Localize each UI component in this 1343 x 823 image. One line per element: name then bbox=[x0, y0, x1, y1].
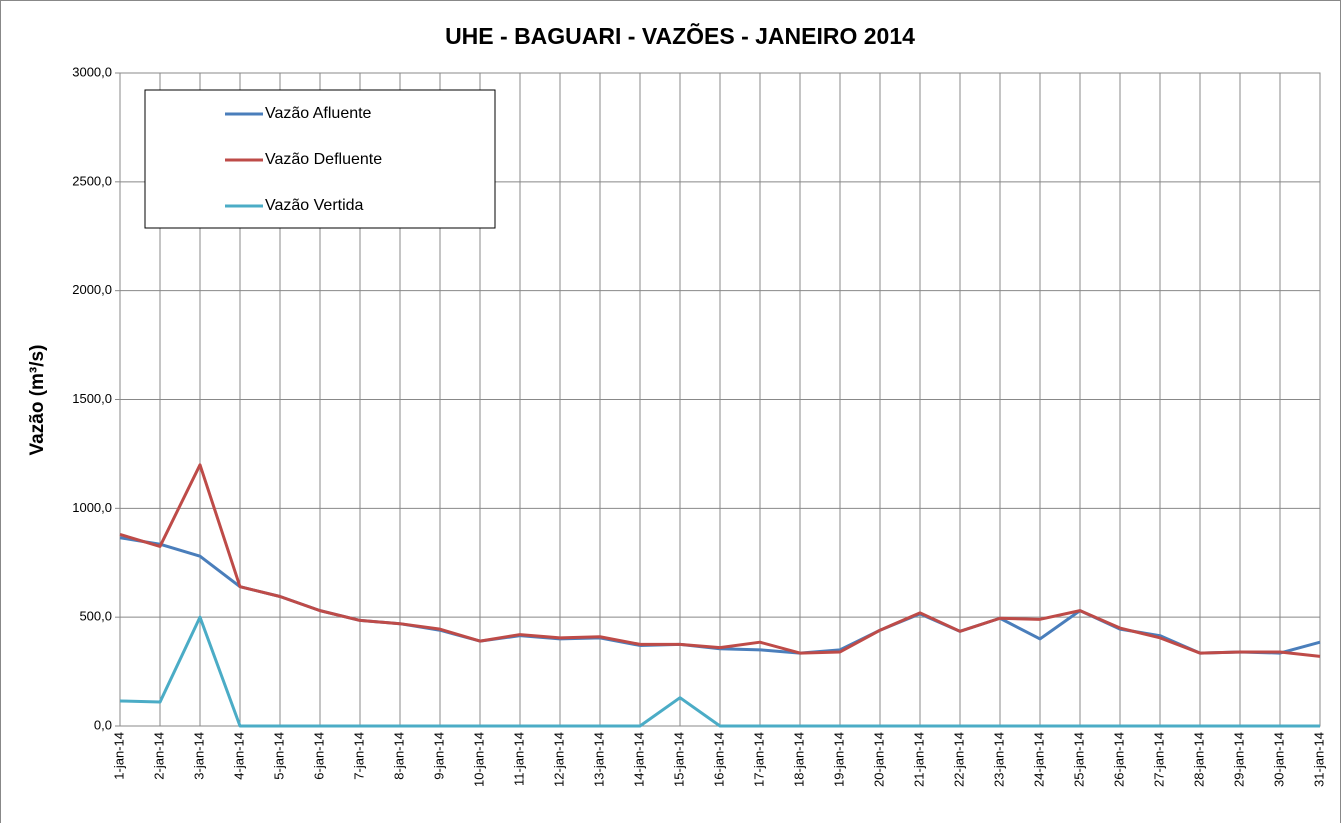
y-tick-label: 3000,0 bbox=[72, 64, 112, 79]
x-tick-label: 7-jan-14 bbox=[351, 732, 366, 780]
legend-label: Vazão Defluente bbox=[265, 151, 382, 168]
x-tick-label: 5-jan-14 bbox=[271, 732, 286, 780]
x-tick-label: 30-jan-14 bbox=[1271, 732, 1286, 787]
x-tick-label: 3-jan-14 bbox=[191, 732, 206, 780]
y-tick-label: 2000,0 bbox=[72, 282, 112, 297]
x-tick-label: 16-jan-14 bbox=[711, 732, 726, 787]
x-tick-label: 22-jan-14 bbox=[951, 732, 966, 787]
x-tick-label: 23-jan-14 bbox=[991, 732, 1006, 787]
x-tick-label: 11-jan-14 bbox=[511, 732, 526, 786]
x-tick-label: 25-jan-14 bbox=[1071, 732, 1086, 787]
chart-title: UHE - BAGUARI - VAZÕES - JANEIRO 2014 bbox=[445, 22, 915, 49]
x-tick-label: 10-jan-14 bbox=[471, 732, 486, 787]
y-tick-label: 2500,0 bbox=[72, 173, 112, 188]
x-tick-label: 31-jan-14 bbox=[1311, 732, 1326, 787]
y-tick-label: 0,0 bbox=[94, 717, 112, 732]
x-tick-label: 6-jan-14 bbox=[311, 732, 326, 780]
y-tick-label: 500,0 bbox=[79, 609, 112, 624]
x-tick-label: 14-jan-14 bbox=[631, 732, 646, 787]
legend-box bbox=[144, 89, 496, 229]
series-line bbox=[119, 615, 1320, 728]
legend-label: Vazão Vertida bbox=[265, 197, 364, 214]
x-tick-label: 17-jan-14 bbox=[751, 732, 766, 787]
x-tick-label: 15-jan-14 bbox=[671, 732, 686, 787]
x-tick-label: 24-jan-14 bbox=[1031, 732, 1046, 787]
x-tick-label: 29-jan-14 bbox=[1231, 732, 1246, 787]
x-tick-label: 12-jan-14 bbox=[551, 732, 566, 787]
y-tick-label: 1500,0 bbox=[72, 391, 112, 406]
x-tick-label: 18-jan-14 bbox=[791, 732, 806, 787]
x-tick-label: 27-jan-14 bbox=[1151, 732, 1166, 787]
x-tick-label: 28-jan-14 bbox=[1191, 732, 1206, 787]
x-tick-label: 8-jan-14 bbox=[391, 732, 406, 780]
x-tick-label: 2-jan-14 bbox=[151, 732, 166, 780]
y-tick-label: 1000,0 bbox=[72, 500, 112, 515]
x-tick-label: 13-jan-14 bbox=[591, 732, 606, 787]
x-tick-label: 21-jan-14 bbox=[911, 732, 926, 787]
x-tick-label: 26-jan-14 bbox=[1111, 732, 1126, 787]
x-tick-label: 4-jan-14 bbox=[231, 732, 246, 780]
x-tick-label: 19-jan-14 bbox=[831, 732, 846, 787]
x-tick-label: 9-jan-14 bbox=[431, 732, 446, 780]
y-axis-label: Vazão (m³/s) bbox=[27, 345, 48, 456]
series-line bbox=[119, 463, 1321, 658]
x-tick-label: 1-jan-14 bbox=[111, 732, 126, 780]
legend-label: Vazão Afluente bbox=[265, 105, 372, 122]
x-tick-label: 20-jan-14 bbox=[871, 732, 886, 787]
